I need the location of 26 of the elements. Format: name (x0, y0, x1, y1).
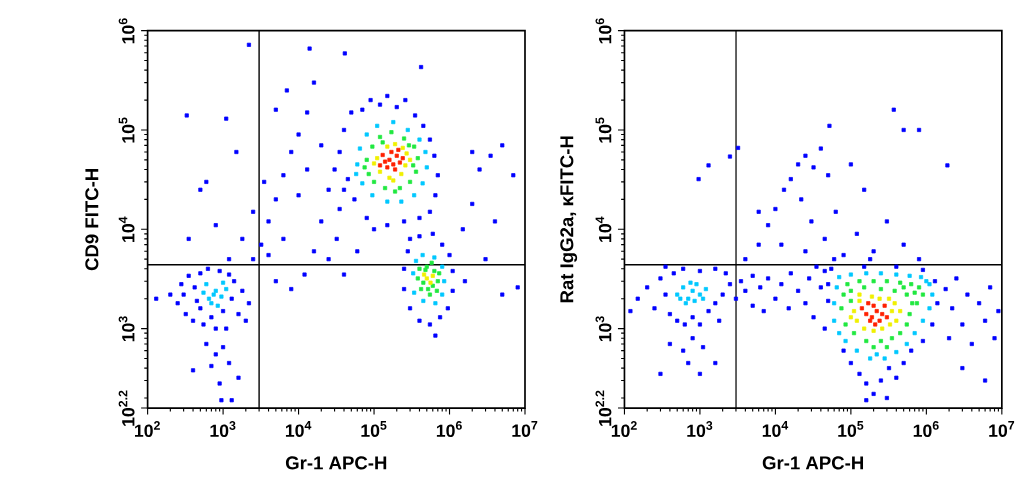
y-tick-label: 10$^{6}$ (118, 18, 135, 44)
x-tick-label: 10$^{3}$ (687, 421, 713, 438)
x-axis-title: Gr-1 APC-H (285, 456, 387, 470)
x-tick-label: 10$^{3}$ (210, 421, 236, 438)
y-tick-label: 10$^{2.2}$ (595, 390, 612, 427)
x-axis-title: Gr-1 APC-H (762, 456, 864, 470)
x-tick-label: 10$^{2}$ (135, 421, 160, 438)
y-tick-label: 10$^{3}$ (595, 316, 612, 342)
x-tick-label: 10$^{6}$ (436, 421, 462, 438)
x-tick-label: 10$^{5}$ (838, 421, 864, 438)
x-tick-label: 10$^{7}$ (512, 421, 538, 438)
y-tick-label: 10$^{2.2}$ (118, 390, 135, 427)
y-tick-label: 10$^{6}$ (595, 18, 612, 44)
y-tick-label: 10$^{5}$ (118, 117, 135, 143)
x-tick-label: 10$^{2}$ (611, 421, 637, 438)
y-tick-label: 10$^{4}$ (118, 216, 135, 243)
x-tick-label: 10$^{5}$ (361, 421, 387, 438)
y-axis-title: Rat IgG2a, κFITC-H (560, 136, 578, 303)
x-tick-label: 10$^{4}$ (285, 421, 312, 438)
y-tick-label: 10$^{5}$ (595, 117, 612, 143)
y-tick-label: 10$^{3}$ (118, 316, 135, 342)
x-tick-label: 10$^{6}$ (913, 421, 939, 438)
y-axis-title: CD9 FITC-H (85, 169, 99, 271)
x-tick-label: 10$^{4}$ (762, 421, 789, 438)
y-tick-label: 10$^{4}$ (595, 216, 612, 243)
x-tick-label: 10$^{7}$ (989, 421, 1015, 438)
